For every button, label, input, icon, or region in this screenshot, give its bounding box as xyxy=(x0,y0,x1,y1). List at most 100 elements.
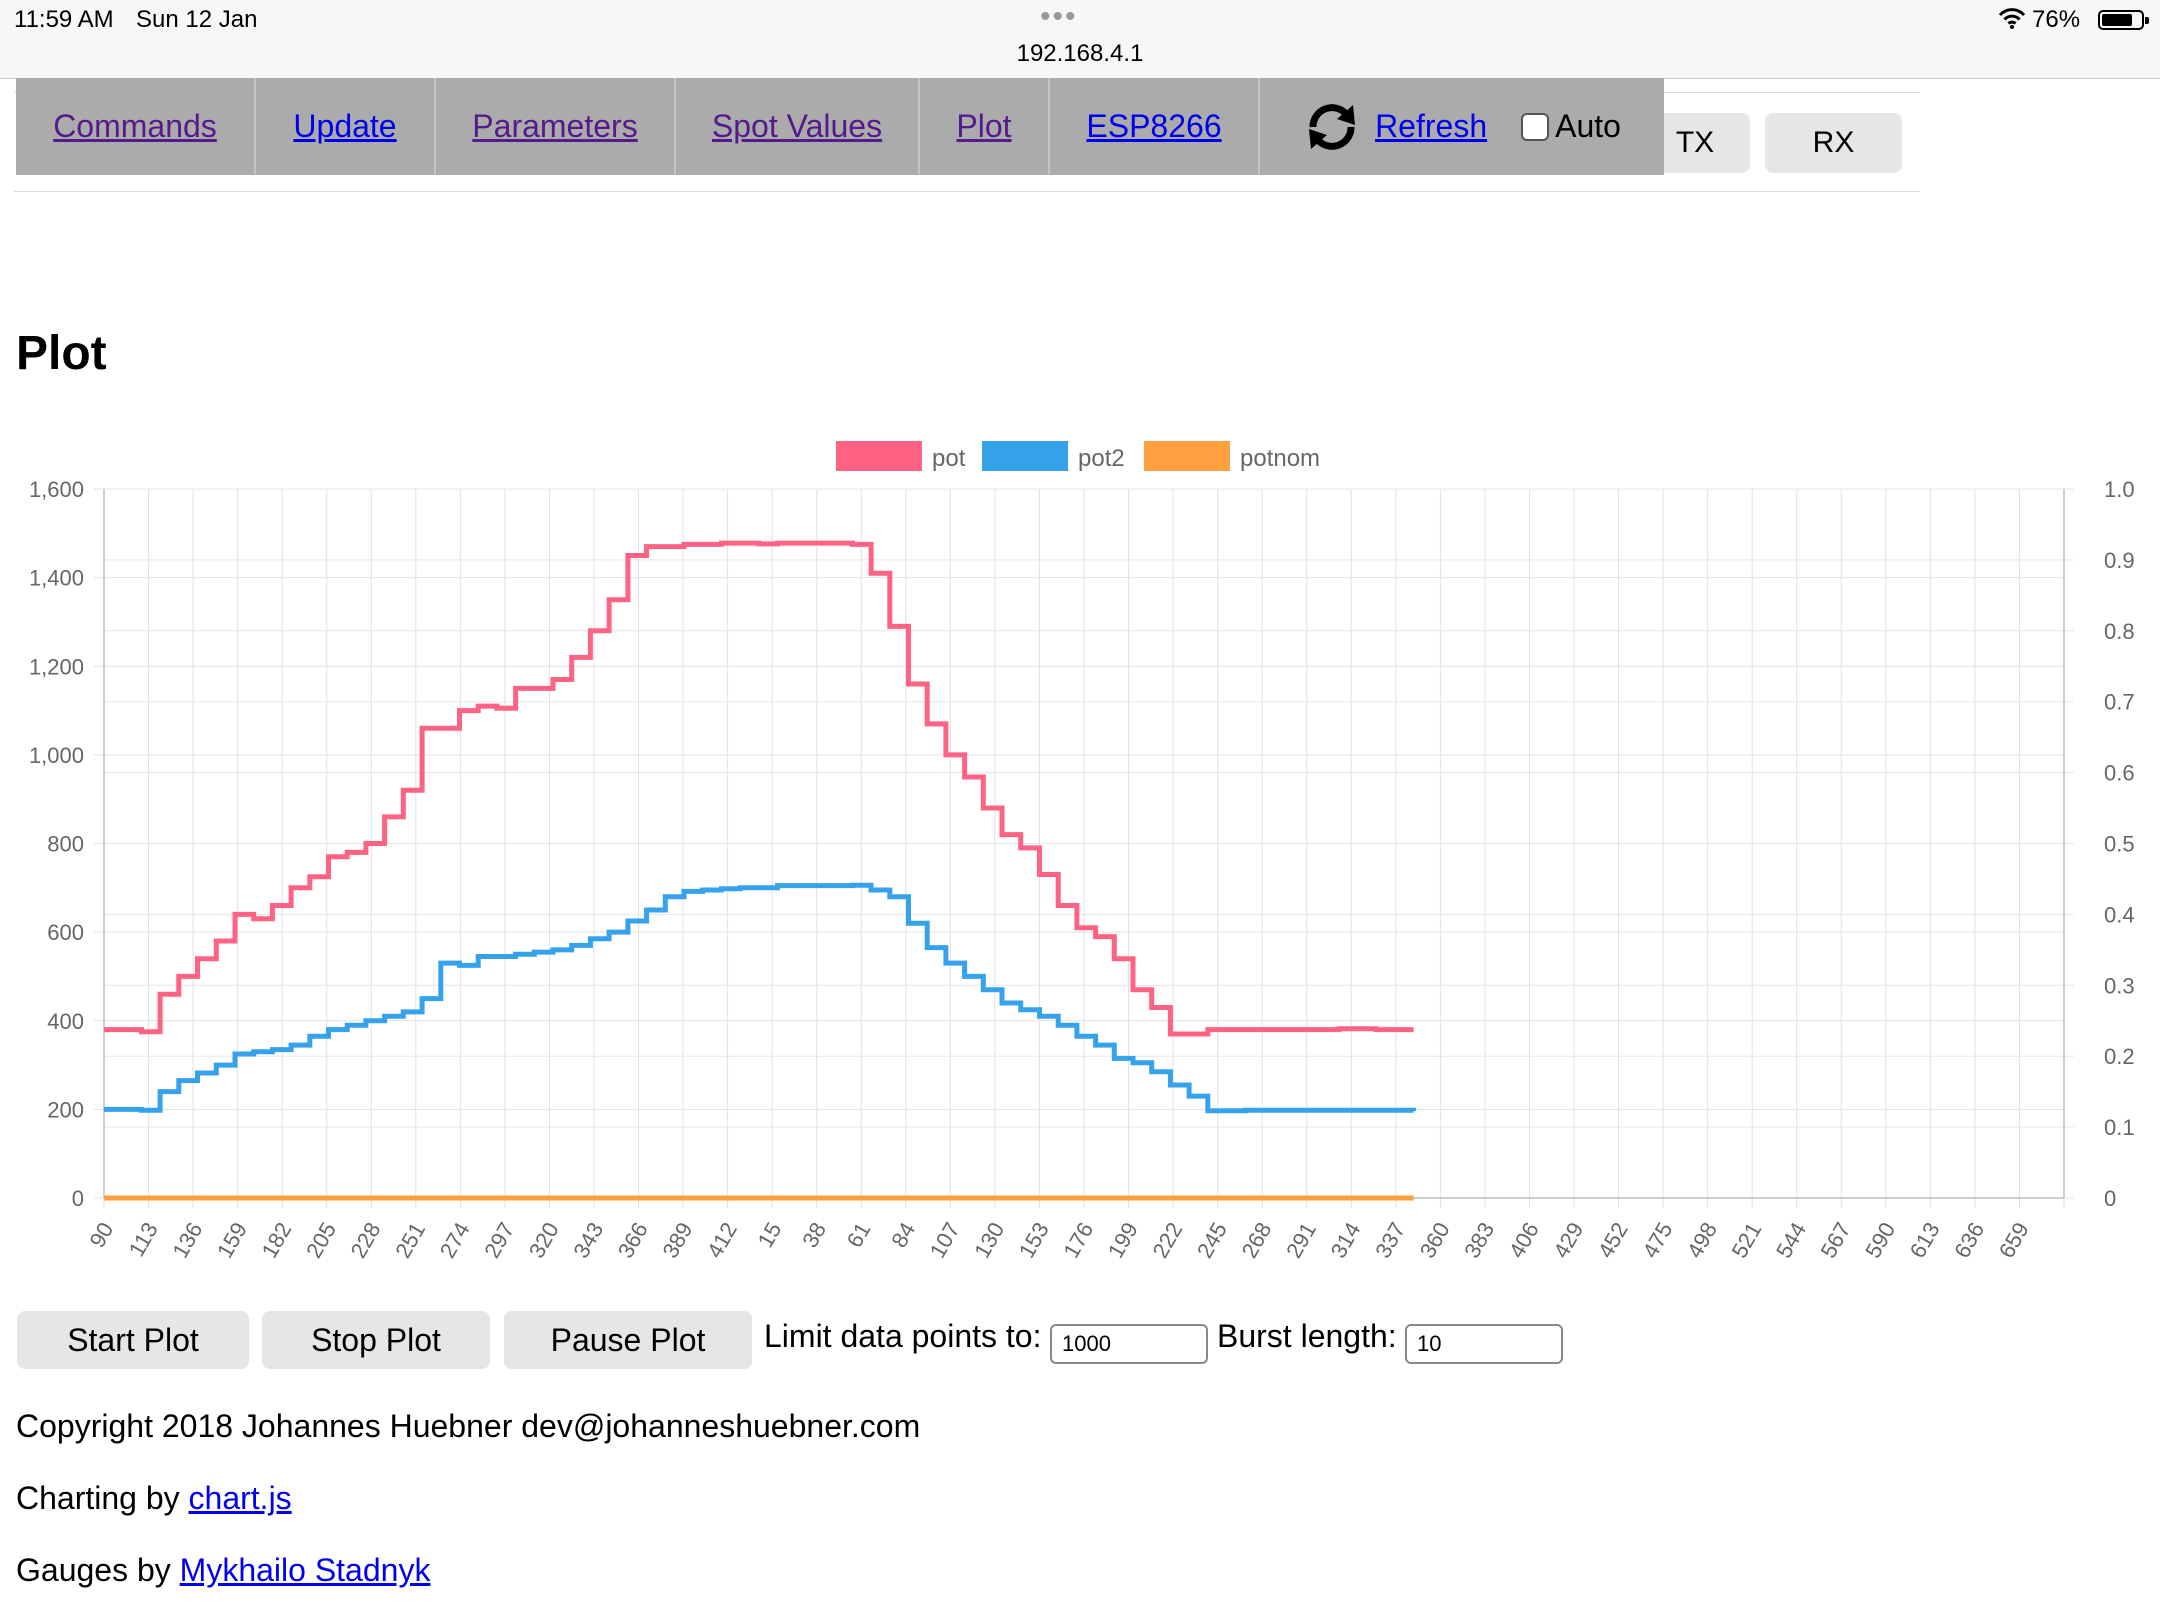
wifi-icon xyxy=(1998,8,2026,29)
x-tick-label: 136 xyxy=(167,1218,207,1262)
nav-link-plot[interactable]: Plot xyxy=(956,108,1012,144)
x-tick-label: 291 xyxy=(1281,1218,1321,1262)
x-tick-label: 245 xyxy=(1192,1218,1232,1262)
x-tick-label: 314 xyxy=(1326,1218,1366,1262)
x-tick-label: 15 xyxy=(753,1218,787,1252)
legend-swatch-pot2 xyxy=(982,441,1068,471)
x-tick-label: 159 xyxy=(212,1218,252,1262)
x-tick-label: 176 xyxy=(1058,1218,1098,1262)
x-tick-label: 113 xyxy=(124,1218,163,1261)
y-tick-label: 400 xyxy=(47,1009,84,1034)
rx-button[interactable]: RX xyxy=(1765,113,1902,173)
x-tick-label: 337 xyxy=(1370,1218,1410,1262)
legend-label-pot: pot xyxy=(932,445,966,472)
nav-item-parameters: Parameters xyxy=(436,78,676,175)
x-tick-label: 84 xyxy=(886,1218,920,1252)
y2-tick-label: 0.7 xyxy=(2104,690,2135,715)
y-tick-label: 800 xyxy=(47,832,84,857)
y-tick-label: 1,000 xyxy=(29,743,84,768)
copyright-text: Copyright 2018 Johannes Huebner dev@joha… xyxy=(16,1408,921,1444)
nav-item-esp8266: ESP8266 xyxy=(1050,78,1260,175)
burst-input[interactable]: 10 xyxy=(1405,1324,1563,1364)
divider xyxy=(14,191,1920,192)
chartjs-link[interactable]: chart.js xyxy=(188,1480,292,1516)
nav-item-spot-values: Spot Values xyxy=(676,78,920,175)
charting-prefix: Charting by xyxy=(16,1480,189,1516)
x-tick-label: 567 xyxy=(1816,1218,1856,1262)
x-tick-label: 61 xyxy=(842,1218,876,1252)
x-tick-label: 205 xyxy=(301,1218,341,1262)
nav-item-update: Update xyxy=(256,78,436,175)
y-tick-label: 1,600 xyxy=(29,477,84,502)
more-dots-icon[interactable]: ••• xyxy=(1040,0,1078,33)
x-tick-label: 274 xyxy=(435,1218,475,1262)
x-tick-label: 452 xyxy=(1593,1218,1633,1262)
y2-tick-label: 0.3 xyxy=(2104,973,2135,998)
battery-icon xyxy=(2098,10,2149,30)
x-tick-label: 636 xyxy=(1949,1218,1989,1262)
legend-swatch-pot xyxy=(836,441,922,471)
auto-toggle[interactable]: Auto xyxy=(1521,108,1621,145)
x-tick-label: 475 xyxy=(1637,1218,1677,1262)
x-tick-label: 412 xyxy=(702,1218,742,1262)
x-tick-label: 590 xyxy=(1860,1218,1900,1262)
plot-chart: 0 200 400 600 800 1,000 1,200 1,400 1,600 0 0.1 0.2… xyxy=(29,441,2135,1262)
y-tick-label: 600 xyxy=(47,920,84,945)
auto-checkbox[interactable] xyxy=(1521,112,1550,141)
x-tick-label: 228 xyxy=(346,1218,386,1262)
refresh-link[interactable]: Refresh xyxy=(1375,108,1488,144)
y2-tick-label: 0.6 xyxy=(2104,761,2135,786)
nav-link-commands[interactable]: Commands xyxy=(53,108,217,144)
y-tick-label: 1,400 xyxy=(29,566,84,591)
status-time: 11:59 AM xyxy=(14,6,114,33)
nav-item-plot: Plot xyxy=(920,78,1050,175)
gauges-prefix: Gauges by xyxy=(16,1552,180,1588)
x-tick-label: 251 xyxy=(390,1218,430,1262)
y2-tick-label: 0.8 xyxy=(2104,619,2135,644)
stop-plot-button[interactable]: Stop Plot xyxy=(262,1311,490,1369)
refresh-icon[interactable] xyxy=(1303,101,1361,153)
y2-tick-label: 0.4 xyxy=(2104,902,2135,927)
y2-tick-label: 0 xyxy=(2104,1186,2116,1211)
limit-input[interactable]: 1000 xyxy=(1050,1324,1208,1364)
nav-link-update[interactable]: Update xyxy=(293,108,397,144)
series-line-pot2 xyxy=(104,882,1417,1114)
y2-tick-label: 0.9 xyxy=(2104,548,2135,573)
nav-link-spot-values[interactable]: Spot Values xyxy=(711,108,883,144)
nav-item-commands: Commands xyxy=(16,78,256,175)
x-tick-label: 406 xyxy=(1504,1218,1544,1262)
x-tick-label: 153 xyxy=(1014,1218,1054,1262)
y2-tick-label: 0.1 xyxy=(2104,1115,2135,1140)
legend-label-pot2: pot2 xyxy=(1078,445,1125,472)
y-tick-label: 200 xyxy=(47,1097,84,1122)
x-tick-label: 297 xyxy=(479,1218,519,1262)
x-tick-label: 544 xyxy=(1771,1218,1811,1262)
start-plot-button[interactable]: Start Plot xyxy=(17,1311,249,1369)
series-line-pot xyxy=(104,540,1414,1037)
status-date: Sun 12 Jan xyxy=(136,6,258,33)
x-tick-label: 320 xyxy=(524,1218,564,1262)
limit-label: Limit data points to: xyxy=(764,1318,1042,1354)
legend-label-potnom: potnom xyxy=(1240,445,1320,472)
legend-swatch-potnom xyxy=(1144,441,1230,471)
x-tick-label: 389 xyxy=(657,1218,697,1262)
x-tick-label: 429 xyxy=(1548,1218,1588,1262)
pause-plot-button[interactable]: Pause Plot xyxy=(504,1311,752,1369)
x-tick-label: 199 xyxy=(1103,1218,1143,1262)
x-tick-label: 383 xyxy=(1459,1218,1499,1262)
nav-bar: Commands Update Parameters Spot Values P… xyxy=(16,78,1664,175)
nav-link-parameters[interactable]: Parameters xyxy=(472,108,638,144)
x-tick-label: 107 xyxy=(925,1218,965,1262)
x-tick-label: 222 xyxy=(1147,1218,1187,1262)
x-tick-label: 498 xyxy=(1682,1218,1722,1262)
y-tick-label: 0 xyxy=(72,1186,84,1211)
y2-tick-label: 0.2 xyxy=(2104,1044,2135,1069)
y2-tick-label: 0.5 xyxy=(2104,832,2135,857)
x-tick-label: 90 xyxy=(84,1218,118,1252)
address-url[interactable]: 192.168.4.1 xyxy=(1016,40,1144,67)
nav-link-esp8266[interactable]: ESP8266 xyxy=(1086,108,1222,144)
gauges-author-link[interactable]: Mykhailo Stadnyk xyxy=(179,1552,431,1588)
burst-label: Burst length: xyxy=(1217,1318,1397,1354)
status-bar: 11:59 AM Sun 12 Jan ••• 192.168.4.1 76% xyxy=(0,0,2160,79)
x-tick-label: 521 xyxy=(1727,1218,1767,1262)
